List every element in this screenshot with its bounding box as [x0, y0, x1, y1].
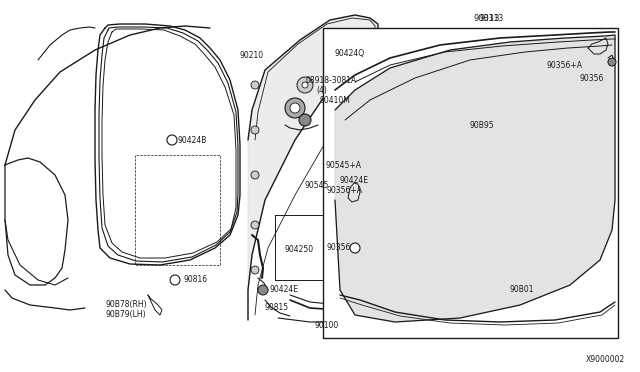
Polygon shape	[335, 35, 615, 322]
Bar	[323, 28, 618, 338]
Text: 90424B: 90424B	[178, 135, 207, 144]
Text: 90B79(LH): 90B79(LH)	[105, 311, 146, 320]
Circle shape	[251, 126, 259, 134]
Circle shape	[251, 221, 259, 229]
Circle shape	[299, 114, 311, 126]
Text: 90356+A: 90356+A	[547, 61, 583, 70]
Circle shape	[251, 81, 259, 89]
Circle shape	[290, 103, 300, 113]
Text: 90545: 90545	[305, 180, 330, 189]
Text: 90B01: 90B01	[510, 285, 534, 295]
Circle shape	[350, 243, 360, 253]
Circle shape	[367, 165, 377, 175]
Text: 90B78(RH): 90B78(RH)	[105, 301, 147, 310]
Text: (4): (4)	[316, 86, 327, 94]
Text: 90B95: 90B95	[470, 121, 495, 129]
Text: 904250: 904250	[285, 246, 314, 254]
Circle shape	[285, 98, 305, 118]
Polygon shape	[248, 15, 378, 320]
Text: 90356: 90356	[580, 74, 604, 83]
Text: 90424E: 90424E	[340, 176, 369, 185]
Text: 90210: 90210	[240, 51, 264, 60]
Text: 08918-3081A: 08918-3081A	[306, 76, 357, 84]
Circle shape	[297, 77, 313, 93]
Text: 90424E: 90424E	[270, 285, 299, 295]
Circle shape	[608, 58, 616, 66]
Text: 90313: 90313	[474, 13, 500, 22]
Text: 90545+A: 90545+A	[326, 160, 362, 170]
Circle shape	[359, 50, 369, 60]
Text: 90100: 90100	[315, 321, 339, 330]
Text: X9000002: X9000002	[586, 356, 625, 365]
Text: 90356: 90356	[327, 244, 351, 253]
Text: 90816: 90816	[183, 276, 207, 285]
Circle shape	[251, 266, 259, 274]
Circle shape	[302, 82, 308, 88]
Text: 90356+A: 90356+A	[327, 186, 363, 195]
Circle shape	[251, 171, 259, 179]
Text: 90313: 90313	[480, 13, 504, 22]
Text: 90815: 90815	[265, 302, 289, 311]
Circle shape	[258, 285, 268, 295]
Circle shape	[170, 275, 180, 285]
Circle shape	[167, 135, 177, 145]
Text: 90410M: 90410M	[320, 96, 351, 105]
Text: 90424Q: 90424Q	[335, 48, 365, 58]
